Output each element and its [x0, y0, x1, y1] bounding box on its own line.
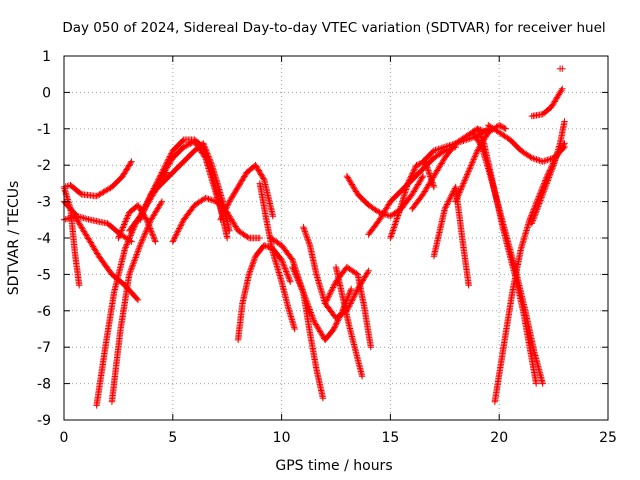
- y-tick-label: -8: [37, 377, 51, 393]
- series-track-08: [137, 138, 226, 223]
- marker-path: [60, 158, 135, 200]
- series-track-25: [430, 183, 472, 289]
- series-track-05: [93, 169, 170, 409]
- marker-path: [169, 194, 263, 245]
- marker-path: [528, 118, 568, 227]
- chart-title: Day 050 of 2024, Sidereal Day-to-day VTE…: [62, 20, 605, 36]
- marker-path: [217, 162, 277, 223]
- data-points: [60, 65, 568, 409]
- x-tick-label: 0: [60, 430, 69, 446]
- marker-path: [474, 125, 540, 387]
- y-tick-label: 1: [42, 49, 51, 65]
- y-tick-label: -6: [37, 304, 51, 320]
- series-track-21: [365, 143, 459, 238]
- series-track-22: [387, 158, 438, 242]
- marker-path: [491, 140, 568, 405]
- series-track-29: [491, 140, 568, 405]
- series-track-33: [556, 65, 566, 72]
- marker-path: [234, 242, 294, 344]
- x-tick-label: 20: [490, 430, 508, 446]
- y-axis-label: SDTVAR / TECUs: [6, 181, 22, 296]
- marker-path: [137, 138, 226, 223]
- series-track-11: [169, 194, 263, 245]
- series-track-19: [332, 263, 366, 380]
- series-track-10: [115, 202, 159, 245]
- marker-path: [256, 180, 298, 333]
- marker-path: [365, 143, 459, 238]
- series-track-12: [217, 162, 277, 223]
- x-tick-label: 10: [273, 430, 291, 446]
- y-tick-label: 0: [42, 85, 51, 101]
- x-tick-label: 5: [168, 430, 177, 446]
- y-tick-label: -4: [37, 231, 51, 247]
- x-axis-label: GPS time / hours: [275, 458, 392, 474]
- series-track-14: [256, 180, 298, 333]
- y-tick-label: -7: [37, 340, 51, 356]
- series-track-27: [474, 125, 540, 387]
- y-tick-label: -3: [37, 195, 51, 211]
- series-track-01: [60, 158, 135, 200]
- marker-path: [115, 202, 159, 245]
- series-track-32: [528, 85, 566, 120]
- series-track-13: [234, 242, 294, 344]
- y-tick-label: -5: [37, 267, 51, 283]
- y-tick-label: -9: [37, 413, 51, 429]
- marker-path: [430, 183, 472, 289]
- marker-path: [556, 65, 566, 72]
- y-tick-label: -2: [37, 158, 51, 174]
- y-tick-label: -1: [37, 122, 51, 138]
- series-track-31: [528, 118, 568, 227]
- x-tick-label: 25: [599, 430, 617, 446]
- marker-path: [387, 158, 438, 242]
- marker-path: [528, 85, 566, 120]
- x-tick-label: 15: [381, 430, 399, 446]
- marker-path: [93, 169, 170, 409]
- marker-path: [332, 263, 366, 380]
